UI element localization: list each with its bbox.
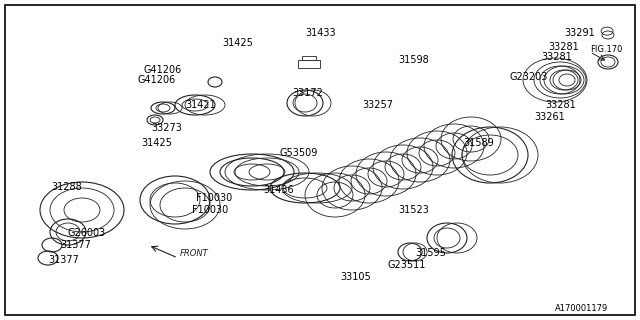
Text: 31425: 31425: [222, 38, 253, 48]
Text: 31433: 31433: [305, 28, 335, 38]
Text: 31377: 31377: [60, 240, 91, 250]
Text: 33273: 33273: [151, 123, 182, 133]
Text: 33281: 33281: [548, 42, 579, 52]
Text: F10030: F10030: [196, 193, 232, 203]
Text: 31595: 31595: [415, 248, 446, 258]
Text: 31523: 31523: [398, 205, 429, 215]
Text: 33291: 33291: [564, 28, 595, 38]
Text: G41206: G41206: [138, 75, 176, 85]
Text: 33281: 33281: [545, 100, 576, 110]
Text: 31377: 31377: [48, 255, 79, 265]
Text: 31598: 31598: [398, 55, 429, 65]
Text: G53509: G53509: [280, 148, 318, 158]
Text: 33281: 33281: [541, 52, 572, 62]
Bar: [302, 56, 316, 60]
Text: 31425: 31425: [141, 138, 172, 148]
Text: 31589: 31589: [463, 138, 493, 148]
Text: 31288: 31288: [51, 182, 82, 192]
Text: G23203: G23203: [510, 72, 548, 82]
Text: 33261: 33261: [534, 112, 564, 122]
Bar: [298, 60, 320, 68]
Text: A170001179: A170001179: [555, 304, 608, 313]
Text: FIG.170: FIG.170: [590, 45, 622, 54]
Text: 33105: 33105: [340, 272, 371, 282]
Text: 31436: 31436: [263, 185, 294, 195]
Text: 33172: 33172: [292, 88, 323, 98]
Text: 31421: 31421: [185, 100, 216, 110]
Text: FRONT: FRONT: [180, 250, 209, 259]
Text: G41206: G41206: [143, 65, 181, 75]
Text: G23511: G23511: [388, 260, 426, 270]
Text: G26003: G26003: [68, 228, 106, 238]
Text: F10030: F10030: [192, 205, 228, 215]
Text: 33257: 33257: [362, 100, 393, 110]
